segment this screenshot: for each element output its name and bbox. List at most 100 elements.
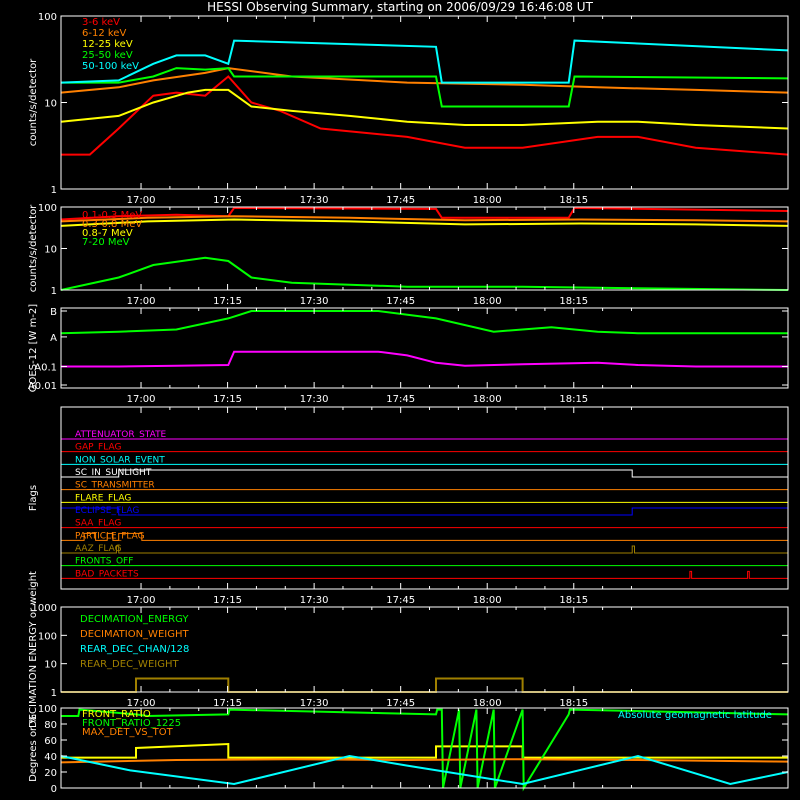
y-tick-label: A [50, 333, 57, 344]
series-line-high-energy-rates-1 [60, 215, 789, 223]
y-tick-label: B [50, 307, 57, 318]
x-tick-label: 17:15 [213, 595, 242, 606]
y-tick-label: 80 [44, 720, 57, 731]
x-tick-label: 17:15 [213, 394, 242, 405]
x-tick-label: 18:00 [473, 595, 502, 606]
x-tick-label: 17:00 [127, 698, 156, 709]
x-tick-label: 17:45 [386, 394, 415, 405]
plot-frame-2 [60, 307, 789, 389]
y-axis-label: counts/s/detector [28, 58, 39, 146]
x-tick-label: 17:45 [386, 698, 415, 709]
x-tick-label: 17:15 [213, 195, 242, 206]
y-tick-label: 0 [51, 784, 57, 795]
series-line-high-energy-rates-0 [60, 206, 789, 221]
x-tick-label: 18:15 [559, 195, 588, 206]
flag-line-8 [61, 532, 788, 541]
annotation-text: Absolute geomagnetic latitude [618, 710, 772, 721]
series-line-ratios-0 [61, 742, 788, 759]
x-tick-label: 18:00 [473, 296, 502, 307]
y-tick-label: 10 [44, 245, 57, 256]
flag-line-3 [61, 469, 788, 478]
x-tick-label: 17:00 [127, 296, 156, 307]
series-line-ratios-2 [60, 758, 789, 764]
plot-frame-4 [60, 606, 789, 693]
legend-entry: 7-20 MeV [82, 237, 130, 248]
legend-entry: REAR_DEC_CHAN/128 [80, 644, 189, 655]
plot-frame-0 [60, 15, 789, 190]
legend-entry: FRONT_RATIO_1225 [82, 718, 181, 729]
series-line-goes-1 [61, 350, 788, 368]
chart-title: HESSI Observing Summary, starting on 200… [207, 0, 593, 14]
plot-frame-3 [60, 406, 789, 590]
x-tick-label: 18:00 [473, 394, 502, 405]
series-line-low-energy-rates-3 [61, 67, 789, 108]
flag-line-11 [61, 570, 788, 579]
series-line-goes-0 [60, 310, 788, 335]
flag-label: SC_TRANSMITTER [75, 481, 155, 491]
y-axis-label: counts/s/detector [28, 204, 39, 292]
flag-label: ATTENUATOR_STATE [75, 430, 167, 440]
x-tick-label: 17:30 [300, 394, 329, 405]
flag-label: BAD_PACKETS [75, 569, 139, 579]
legend-entry: 25-50 keV [82, 50, 133, 61]
legend-entry: REAR_DEC_WEIGHT [80, 659, 179, 670]
legend-entry: 6-12 keV [82, 28, 126, 39]
series-line-low-energy-rates-0 [61, 75, 789, 156]
series-line-low-energy-rates-1 [60, 67, 789, 94]
legend-entry: 12-25 keV [82, 39, 133, 50]
flag-label: NON_SOLAR_EVENT [75, 455, 165, 465]
y-axis-label: Degrees or % [28, 714, 39, 782]
x-tick-label: 18:15 [559, 698, 588, 709]
flag-label: SC_IN_SUNLIGHT [75, 468, 152, 478]
x-tick-label: 17:30 [300, 195, 329, 206]
y-tick-label: 10 [44, 99, 57, 110]
legend-entry: 3-6 keV [82, 17, 120, 28]
flag-label: GAP_FLAG [75, 443, 121, 453]
plot-frame-5 [60, 707, 789, 789]
legend-entry: 0.8-7 MeV [82, 228, 133, 239]
legend-entry: 0.1-0.3 MeV [82, 210, 142, 221]
y-tick-label: 1 [51, 286, 57, 297]
x-tick-label: 17:00 [127, 595, 156, 606]
legend-entry: FRONT_RATIO [82, 709, 151, 720]
y-tick-label: 40 [44, 752, 57, 763]
x-tick-label: 18:15 [559, 595, 588, 606]
y-axis-label: GOES-12 [W m-2] [28, 304, 39, 392]
y-tick-label: 100 [38, 203, 57, 214]
y-tick-label: 20 [44, 768, 57, 779]
x-tick-label: 18:00 [473, 195, 502, 206]
y-axis-label: DECIMATION ENERGY or weight [28, 571, 39, 728]
y-axis-label: Flags [28, 485, 39, 511]
y-tick-label: 60 [44, 736, 57, 747]
flag-label: FRONTS_OFF [75, 557, 133, 567]
x-tick-label: 17:00 [127, 394, 156, 405]
legend-entry: MAX_DET_VS_TOT [82, 727, 174, 738]
y-tick-label: 10 [44, 660, 57, 671]
y-tick-label: 100 [38, 704, 57, 715]
y-tick-label: 100 [38, 12, 57, 23]
x-tick-label: 17:30 [300, 296, 329, 307]
legend-entry: DECIMATION_ENERGY [80, 614, 189, 625]
legend-entry: 50-100 keV [82, 61, 139, 72]
axes-layer [60, 15, 789, 789]
legend-entry: DECIMATION_WEIGHT [80, 629, 189, 640]
x-tick-label: 17:30 [300, 595, 329, 606]
flag-label: SAA_FLAG [75, 519, 121, 529]
x-tick-label: 17:00 [127, 195, 156, 206]
x-tick-label: 17:45 [386, 595, 415, 606]
x-tick-label: 18:15 [559, 394, 588, 405]
text-layer: 17:00 17:15 17:30 17:45 18:00 18:15110100coun… [28, 12, 772, 795]
y-tick-label: A0.01 [28, 381, 57, 392]
x-tick-label: 17:45 [386, 296, 415, 307]
y-tick-label: A0.1 [34, 363, 57, 374]
x-tick-label: 18:15 [559, 296, 588, 307]
flag-label: FLARE_FLAG [75, 493, 131, 503]
data-layer [60, 39, 789, 792]
x-tick-label: 17:15 [213, 698, 242, 709]
flag-label: PARTICLE_FLAG [75, 531, 145, 541]
x-tick-label: 17:45 [386, 195, 415, 206]
x-tick-label: 17:15 [213, 296, 242, 307]
flag-line-6 [60, 507, 789, 516]
x-tick-label: 18:00 [473, 698, 502, 709]
